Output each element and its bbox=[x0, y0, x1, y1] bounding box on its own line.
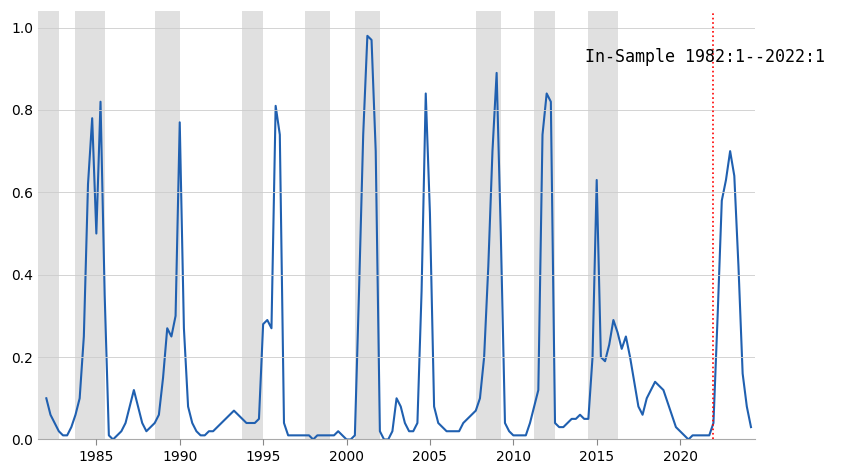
Bar bbox=[534, 11, 555, 439]
Text: In-Sample 1982:1--2022:1: In-Sample 1982:1--2022:1 bbox=[585, 48, 825, 66]
Bar bbox=[588, 11, 618, 439]
Bar bbox=[354, 11, 380, 439]
Bar bbox=[76, 11, 105, 439]
Bar bbox=[476, 11, 501, 439]
Bar bbox=[38, 11, 59, 439]
Bar bbox=[305, 11, 330, 439]
Bar bbox=[242, 11, 264, 439]
Bar bbox=[155, 11, 179, 439]
